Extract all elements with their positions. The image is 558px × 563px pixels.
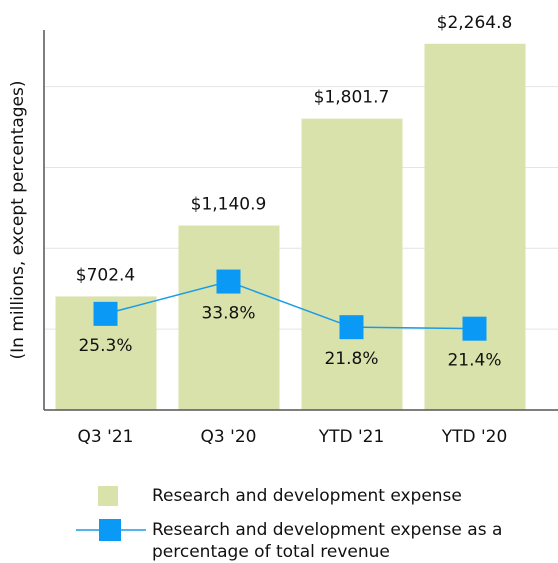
bar-value-label: $1,140.9 [191, 195, 267, 215]
line-value-label: 25.3% [78, 336, 132, 356]
x-tick-label: YTD '21 [318, 427, 385, 447]
bar [301, 118, 403, 410]
legend-marker [99, 519, 121, 541]
line-value-label: 33.8% [201, 304, 255, 324]
line-marker [462, 316, 487, 341]
line [105, 280, 475, 330]
line-value-label: 21.4% [447, 351, 501, 371]
legend-label: Research and development expense [152, 486, 462, 506]
line-value-label: 21.8% [324, 349, 378, 369]
legend-label: Research and development expense as a pe… [152, 520, 503, 562]
x-tick-label: Q3 '20 [201, 427, 257, 447]
legend-swatch [98, 486, 118, 506]
bar-value-label: $702.4 [76, 265, 135, 285]
bar [178, 225, 280, 410]
bar-value-label: $1,801.7 [314, 88, 390, 108]
bar-value-label: $2,264.8 [437, 13, 513, 33]
y-axis-label: (In millions, except percentages) [8, 81, 28, 360]
line-marker [93, 301, 118, 326]
x-tick-label: Q3 '21 [78, 427, 134, 447]
bar [424, 43, 526, 411]
line-marker [216, 269, 241, 294]
line-marker [339, 315, 364, 340]
x-tick-label: YTD '20 [441, 427, 508, 447]
